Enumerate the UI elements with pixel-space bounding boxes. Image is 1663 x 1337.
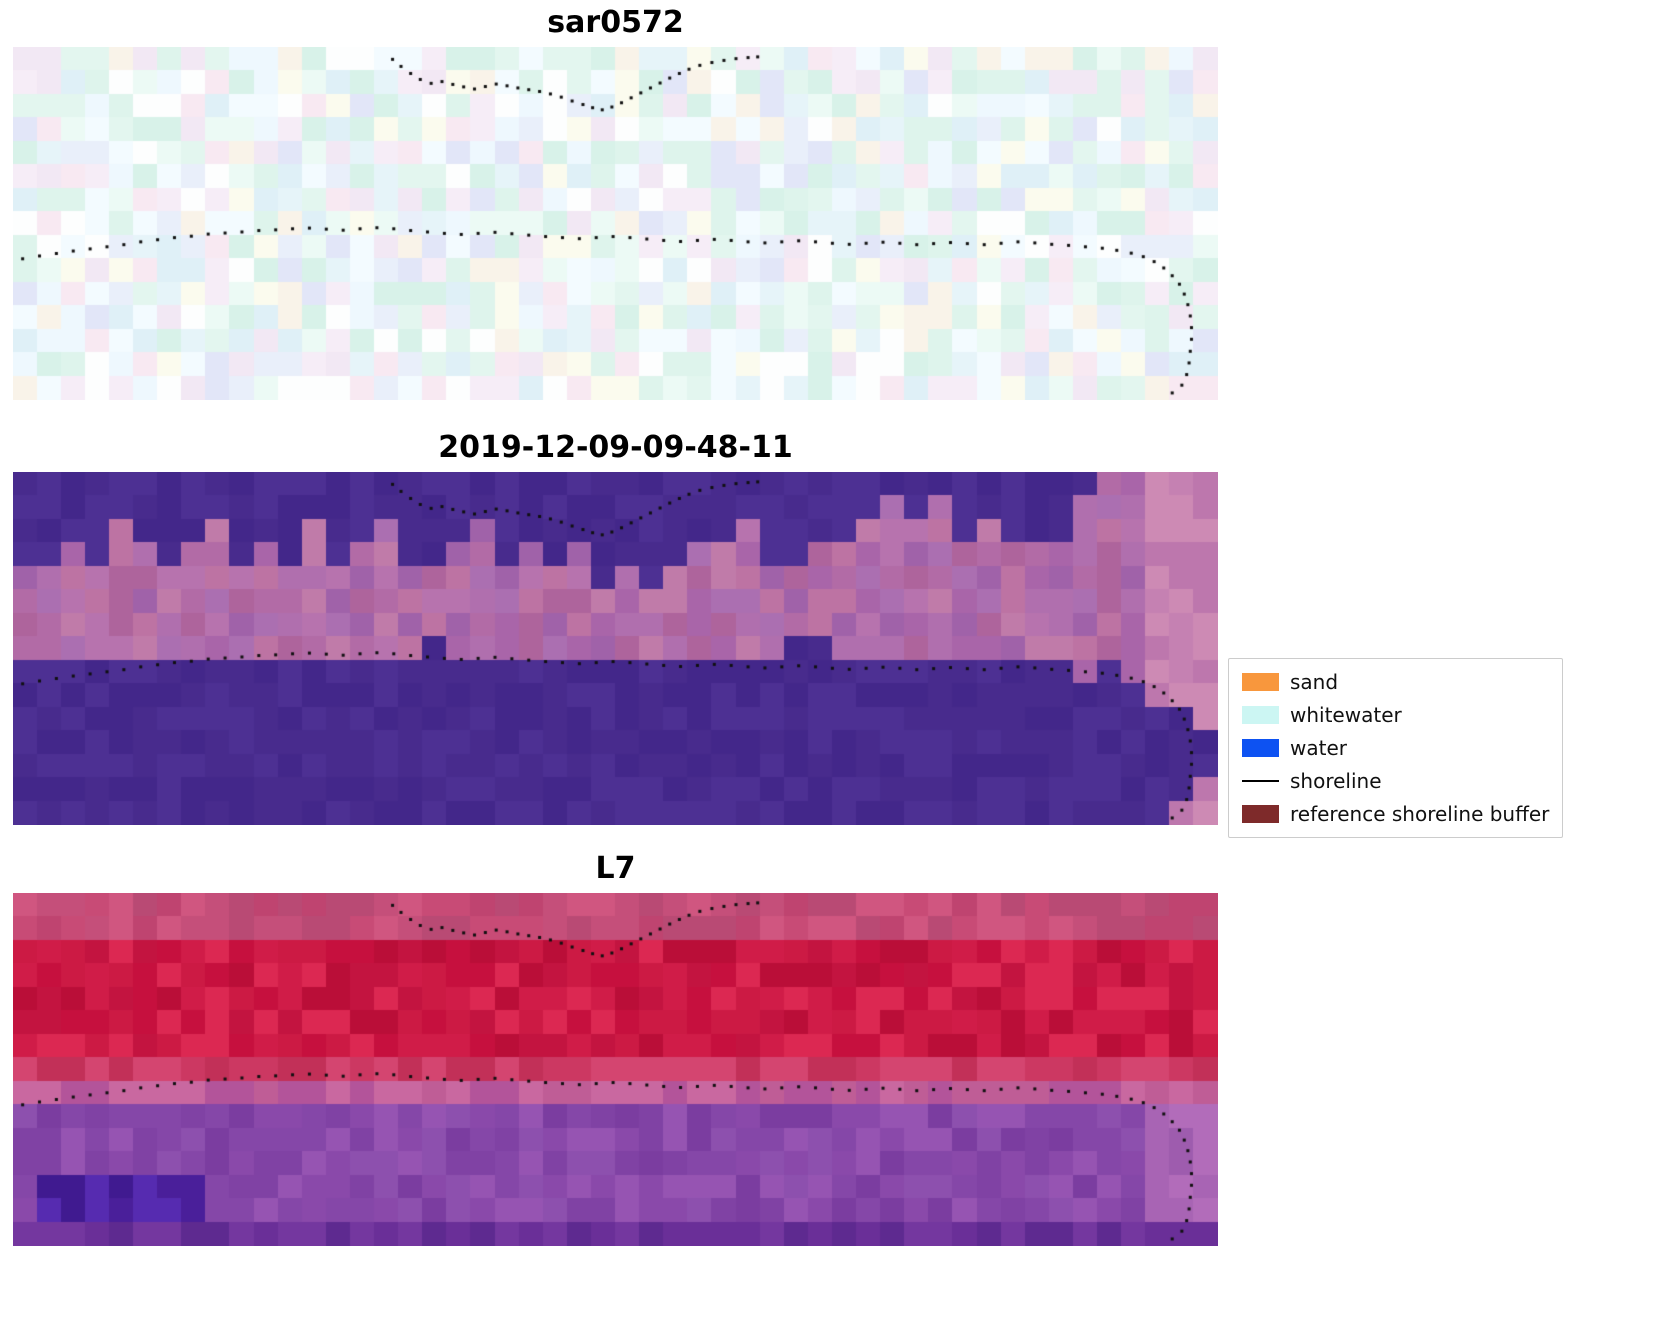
whitewater-swatch: [1242, 706, 1279, 724]
reference-shoreline-buffer-swatch: [1242, 805, 1279, 823]
shoreline-line-sample: [1242, 780, 1279, 782]
legend-label: water: [1290, 736, 1347, 760]
legend-label: shoreline: [1290, 769, 1382, 793]
sand-swatch: [1242, 673, 1279, 691]
panel3-title: L7: [595, 851, 636, 886]
legend-item: sand: [1242, 670, 1549, 694]
panel1-image-sar: [13, 47, 1218, 400]
legend-item: water: [1242, 736, 1549, 760]
water-swatch: [1242, 739, 1279, 757]
legend-item: whitewater: [1242, 703, 1549, 727]
panel1-title: sar0572: [547, 5, 684, 40]
legend-item: reference shoreline buffer: [1242, 802, 1549, 826]
legend-label: sand: [1290, 670, 1339, 694]
panel2-title: 2019-12-09-09-48-11: [438, 430, 793, 465]
panel2-image-classified: [13, 472, 1218, 825]
legend-item: shoreline: [1242, 769, 1549, 793]
panel3-image-l7: [13, 893, 1218, 1246]
legend-label: whitewater: [1290, 703, 1402, 727]
legend: sand whitewater water shoreline reference sh…: [1228, 658, 1564, 838]
legend-label: reference shoreline buffer: [1290, 802, 1550, 826]
